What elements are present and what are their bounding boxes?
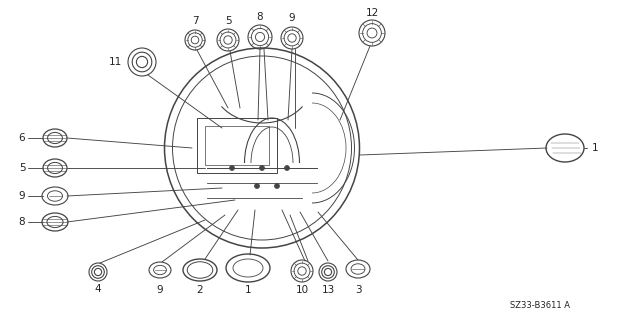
Text: 9: 9 [289,13,295,23]
Text: 12: 12 [365,8,379,18]
Circle shape [274,183,279,188]
Text: SZ33-B3611 A: SZ33-B3611 A [510,300,570,309]
Text: 9: 9 [157,285,163,295]
Text: 8: 8 [257,12,263,22]
Text: 8: 8 [19,217,25,227]
Circle shape [254,183,259,188]
Text: 13: 13 [322,285,335,295]
Text: 3: 3 [355,285,361,295]
Text: 1: 1 [592,143,598,153]
Text: 1: 1 [245,285,251,295]
Circle shape [259,165,264,171]
Text: 4: 4 [95,284,101,294]
Text: 2: 2 [197,285,203,295]
Text: 6: 6 [19,133,25,143]
Circle shape [284,165,290,171]
Bar [197,118,277,173]
Circle shape [229,165,234,171]
Text: 5: 5 [19,163,25,173]
Text: 7: 7 [192,16,198,26]
Bar [205,126,269,165]
Text: 9: 9 [19,191,25,201]
Text: 11: 11 [109,57,122,67]
Text: 10: 10 [295,285,308,295]
Text: 5: 5 [225,16,231,26]
